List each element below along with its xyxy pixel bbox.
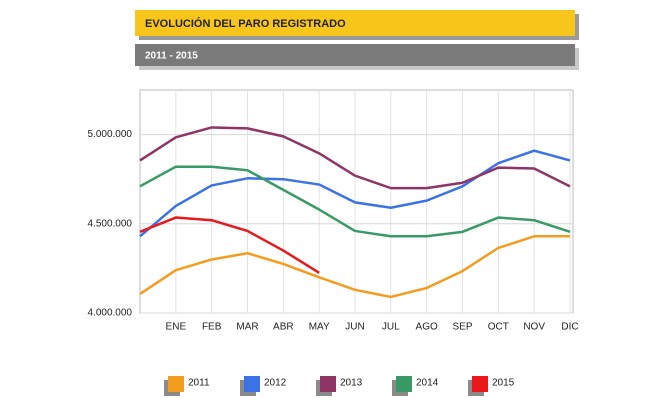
x-tick-label: OCT bbox=[488, 322, 509, 333]
legend-label: 2013 bbox=[340, 378, 363, 389]
x-tick-label: JUL bbox=[382, 322, 400, 333]
x-tick-label: NOV bbox=[523, 322, 545, 333]
x-tick-label: DIC bbox=[561, 322, 578, 333]
y-tick-label: 4.500.000 bbox=[88, 218, 133, 229]
chart-subtitle: 2011 - 2015 bbox=[145, 51, 198, 62]
legend-swatch bbox=[472, 376, 488, 392]
legend-label: 2014 bbox=[416, 378, 439, 389]
subtitle-bar bbox=[135, 44, 575, 66]
series-line bbox=[139, 165, 571, 238]
legend-swatch bbox=[244, 376, 260, 392]
legend-swatch bbox=[320, 376, 336, 392]
x-tick-label: SEP bbox=[452, 322, 472, 333]
series-line bbox=[139, 216, 320, 274]
legend-label: 2012 bbox=[264, 378, 287, 389]
x-tick-label: ENE bbox=[166, 322, 187, 333]
x-tick-label: MAR bbox=[236, 322, 258, 333]
legend-swatch bbox=[396, 376, 412, 392]
legend-swatch bbox=[168, 376, 184, 392]
chart-title: EVOLUCIÓN DEL PARO REGISTRADO bbox=[145, 17, 346, 30]
legend-label: 2011 bbox=[188, 378, 210, 389]
x-tick-label: FEB bbox=[202, 322, 222, 333]
y-tick-label: 5.000.000 bbox=[88, 129, 133, 140]
y-tick-label: 4.000.000 bbox=[88, 308, 133, 319]
series-line bbox=[139, 126, 571, 190]
x-tick-label: AGO bbox=[416, 322, 438, 333]
x-tick-label: JUN bbox=[345, 322, 364, 333]
series-line bbox=[139, 149, 571, 238]
x-tick-label: MAY bbox=[309, 322, 330, 333]
x-tick-label: ABR bbox=[273, 322, 294, 333]
legend-label: 2015 bbox=[492, 378, 515, 389]
series-line bbox=[139, 235, 570, 299]
title-bar bbox=[135, 10, 575, 36]
